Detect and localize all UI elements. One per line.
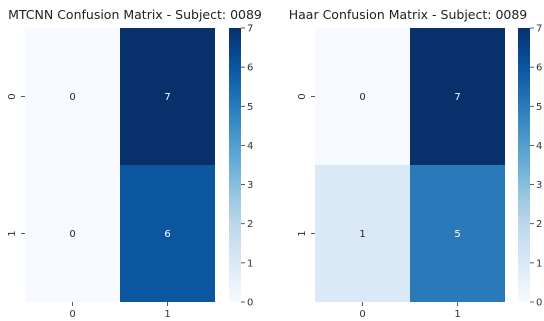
colorbar-tick-label-1: 1 bbox=[247, 258, 253, 269]
cell-value-r1-c1: 6 bbox=[164, 229, 170, 240]
heatmap-2: Haar Confusion Matrix - Subject: 0089 0 7 1… bbox=[289, 7, 543, 320]
colorbar-tick-label-4: 4 bbox=[536, 141, 542, 152]
x-tick-label-0: 0 bbox=[69, 309, 75, 320]
heatmap-cell-r1-c1 bbox=[120, 165, 215, 302]
colorbar-tick-label-4: 4 bbox=[247, 141, 253, 152]
heatmap-cell-r0-c1 bbox=[410, 28, 505, 165]
y-tick-label-0: 0 bbox=[297, 93, 308, 99]
colorbar bbox=[229, 28, 241, 302]
colorbar-tick-label-0: 0 bbox=[247, 298, 253, 309]
heatmap-cell-r0-c1 bbox=[120, 28, 215, 165]
cell-value-r0-c1: 7 bbox=[454, 92, 460, 103]
cell-value-r0-c1: 7 bbox=[164, 92, 170, 103]
heatmap-cell-r1-c0 bbox=[25, 165, 120, 302]
colorbar-tick-label-7: 7 bbox=[247, 24, 253, 35]
colorbar-tick-label-1: 1 bbox=[536, 258, 542, 269]
colorbar bbox=[518, 28, 530, 302]
colorbar-tick-label-6: 6 bbox=[536, 63, 542, 74]
x-tick-label-0: 0 bbox=[359, 309, 365, 320]
colorbar-tick-label-0: 0 bbox=[536, 298, 542, 309]
heatmap-cell-r1-c0 bbox=[315, 165, 410, 302]
chart-title: Haar Confusion Matrix - Subject: 0089 bbox=[289, 7, 528, 22]
colorbar-tick-label-3: 3 bbox=[247, 180, 253, 191]
y-tick-label-1: 1 bbox=[7, 230, 18, 236]
x-tick-label-1: 1 bbox=[164, 309, 170, 320]
heatmap-cell-r0-c0 bbox=[25, 28, 120, 165]
colorbar-tick-label-3: 3 bbox=[536, 180, 542, 191]
colorbar-tick-label-6: 6 bbox=[247, 63, 253, 74]
heatmap-cell-r1-c1 bbox=[410, 165, 505, 302]
colorbar-tick-label-7: 7 bbox=[536, 24, 542, 35]
colorbar-tick-label-2: 2 bbox=[247, 219, 253, 230]
x-tick-label-1: 1 bbox=[454, 309, 460, 320]
cell-value-r0-c0: 0 bbox=[359, 92, 365, 103]
colorbar-tick-label-2: 2 bbox=[536, 219, 542, 230]
colorbar-tick-label-5: 5 bbox=[247, 102, 253, 113]
cell-value-r1-c1: 5 bbox=[454, 229, 460, 240]
cell-value-r1-c0: 0 bbox=[69, 229, 75, 240]
cell-value-r0-c0: 0 bbox=[69, 92, 75, 103]
colorbar-tick-label-5: 5 bbox=[536, 102, 542, 113]
cell-value-r1-c0: 1 bbox=[359, 229, 365, 240]
y-tick-label-1: 1 bbox=[297, 230, 308, 236]
heatmap-cell-r0-c0 bbox=[315, 28, 410, 165]
heatmap-1: MTCNN Confusion Matrix - Subject: 0089 0 7… bbox=[7, 7, 262, 320]
y-tick-label-0: 0 bbox=[7, 93, 18, 99]
chart-title: MTCNN Confusion Matrix - Subject: 0089 bbox=[8, 7, 262, 22]
